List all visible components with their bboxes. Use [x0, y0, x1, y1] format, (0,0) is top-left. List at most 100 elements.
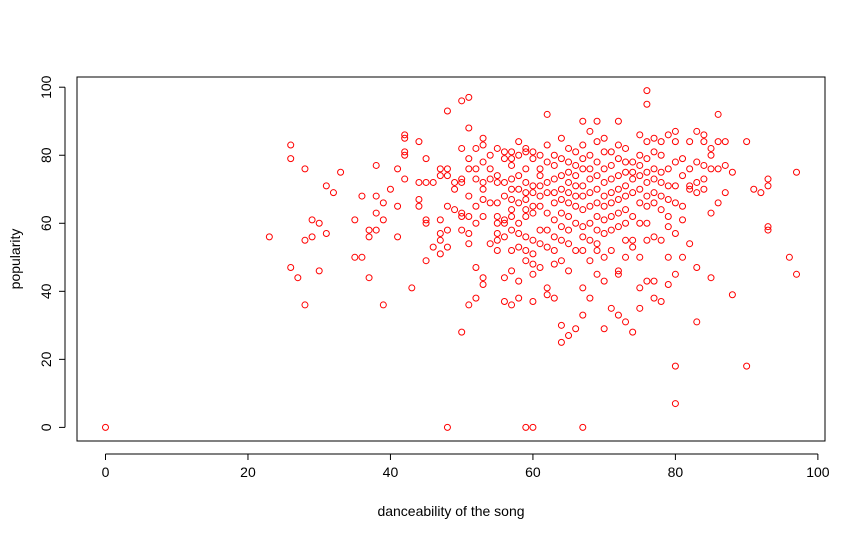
data-point: [465, 192, 473, 200]
data-point: [500, 298, 508, 306]
data-point: [671, 138, 679, 146]
data-point: [743, 362, 751, 370]
data-point: [550, 216, 558, 224]
data-point: [728, 291, 736, 299]
data-point: [664, 281, 672, 289]
data-point: [664, 182, 672, 190]
data-point: [657, 206, 665, 214]
data-point: [479, 274, 487, 282]
data-point: [358, 192, 366, 200]
data-point: [486, 199, 494, 207]
data-point: [579, 284, 587, 292]
data-point: [565, 212, 573, 220]
data-point: [750, 185, 758, 193]
data-point: [643, 202, 651, 210]
data-point: [443, 243, 451, 251]
data-point: [622, 318, 630, 326]
data-point: [522, 165, 530, 173]
data-point: [714, 165, 722, 173]
data-point: [515, 219, 523, 227]
data-point: [486, 175, 494, 183]
data-point: [565, 158, 573, 166]
data-point: [686, 185, 694, 193]
data-point: [529, 270, 537, 278]
data-point: [607, 212, 615, 220]
data-point: [622, 168, 630, 176]
data-point: [465, 240, 473, 248]
data-point: [579, 206, 587, 214]
data-point: [508, 301, 516, 309]
data-point: [508, 148, 516, 156]
data-point: [458, 175, 466, 183]
data-point: [493, 219, 501, 227]
data-point: [557, 134, 565, 142]
data-point: [629, 189, 637, 197]
data-point: [550, 189, 558, 197]
data-point: [579, 192, 587, 200]
data-point: [529, 182, 537, 190]
data-point: [643, 168, 651, 176]
data-point: [650, 148, 658, 156]
data-point: [622, 182, 630, 190]
data-point: [536, 172, 544, 180]
data-point: [479, 212, 487, 220]
data-point: [579, 141, 587, 149]
data-point: [472, 219, 480, 227]
data-point: [586, 165, 594, 173]
data-point: [607, 148, 615, 156]
data-point: [500, 216, 508, 224]
data-point: [643, 178, 651, 186]
data-point: [415, 195, 423, 203]
data-point: [643, 87, 651, 95]
data-point: [636, 253, 644, 261]
data-point: [700, 185, 708, 193]
data-point: [622, 144, 630, 152]
data-point: [557, 209, 565, 217]
data-point: [679, 216, 687, 224]
data-point: [529, 202, 537, 210]
data-point: [600, 178, 608, 186]
data-point: [671, 158, 679, 166]
data-point: [707, 144, 715, 152]
data-point: [593, 185, 601, 193]
data-point: [351, 216, 359, 224]
data-point: [394, 233, 402, 241]
data-point: [479, 281, 487, 289]
data-point: [315, 219, 323, 227]
data-point: [764, 226, 772, 234]
data-point: [636, 185, 644, 193]
data-point: [657, 298, 665, 306]
data-point: [671, 229, 679, 237]
data-point: [579, 155, 587, 163]
data-point: [536, 151, 544, 159]
data-point: [458, 144, 466, 152]
data-point: [643, 138, 651, 146]
data-point: [622, 253, 630, 261]
data-point: [643, 219, 651, 227]
data-point: [671, 182, 679, 190]
data-point: [550, 246, 558, 254]
data-point: [543, 226, 551, 234]
data-point: [379, 199, 387, 207]
data-point: [536, 240, 544, 248]
data-point: [572, 192, 580, 200]
data-point: [401, 134, 409, 142]
data-point: [529, 298, 537, 306]
data-point: [643, 277, 651, 285]
data-point: [579, 182, 587, 190]
data-point: [607, 304, 615, 312]
data-point: [629, 175, 637, 183]
data-point: [486, 240, 494, 248]
data-point: [465, 229, 473, 237]
data-point: [322, 229, 330, 237]
data-point: [372, 226, 380, 234]
data-point: [622, 219, 630, 227]
data-point: [515, 172, 523, 180]
data-point: [664, 131, 672, 139]
data-point: [721, 138, 729, 146]
data-point: [465, 301, 473, 309]
data-point: [515, 138, 523, 146]
points-layer: [101, 87, 801, 431]
data-point: [557, 195, 565, 203]
data-point: [508, 195, 516, 203]
